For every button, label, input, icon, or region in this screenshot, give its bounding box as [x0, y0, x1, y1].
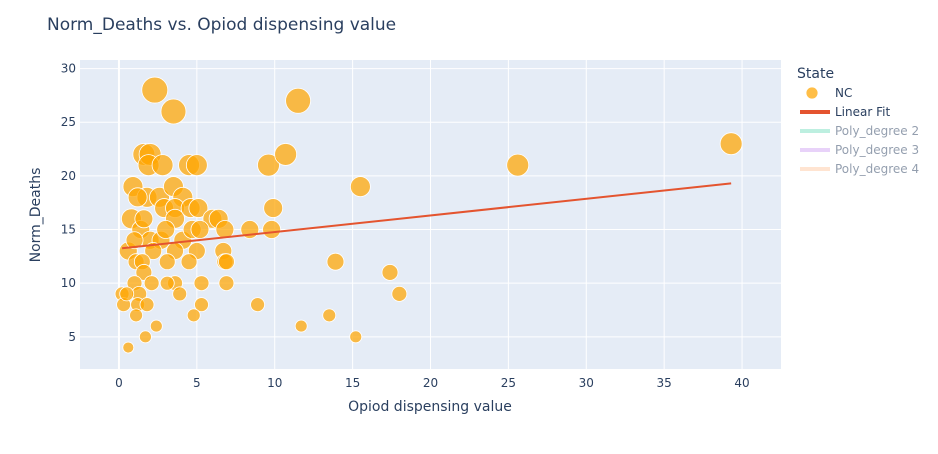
data-point[interactable] — [188, 198, 209, 218]
y-tick-label: 20 — [61, 169, 76, 183]
data-point[interactable] — [151, 154, 174, 177]
x-tick-label: 35 — [657, 376, 672, 390]
data-point[interactable] — [285, 87, 311, 114]
data-point[interactable] — [180, 253, 198, 271]
data-point[interactable] — [149, 319, 163, 333]
legend-label: Poly_degree 4 — [835, 162, 919, 176]
grid-lines — [80, 60, 781, 369]
x-tick-label: 15 — [345, 376, 360, 390]
x-tick-label: 0 — [115, 376, 123, 390]
data-point[interactable] — [190, 220, 210, 239]
data-point[interactable] — [185, 154, 208, 177]
y-axis-label: Norm_Deaths — [28, 168, 44, 263]
data-point[interactable] — [143, 275, 160, 292]
legend[interactable]: State NC Linear Fit Poly_degree 2 Poly_degr… — [797, 66, 919, 176]
legend-label: NC — [835, 86, 852, 100]
y-tick-label: 15 — [61, 223, 76, 237]
data-point[interactable] — [141, 76, 169, 104]
x-axis-label: Opiod dispensing value — [348, 399, 512, 415]
data-point[interactable] — [349, 176, 371, 198]
legend-label: Poly_degree 3 — [835, 143, 919, 157]
data-point[interactable] — [156, 220, 176, 239]
data-point[interactable] — [294, 319, 308, 333]
data-point[interactable] — [262, 220, 282, 239]
data-point[interactable] — [139, 330, 152, 344]
x-tick-label: 20 — [423, 376, 438, 390]
x-tick-label: 30 — [579, 376, 594, 390]
data-point[interactable] — [263, 198, 284, 218]
chart-title: Norm_Deaths vs. Opiod dispensing value — [47, 15, 396, 35]
y-tick-label: 5 — [68, 330, 76, 344]
x-tick-label: 40 — [734, 376, 749, 390]
data-point[interactable] — [391, 285, 408, 302]
data-point[interactable] — [381, 264, 399, 281]
y-tick-label: 10 — [61, 276, 76, 290]
legend-title: State — [797, 66, 834, 82]
legend-item[interactable]: Linear Fit — [800, 105, 890, 119]
legend-item[interactable]: Poly_degree 4 — [800, 162, 919, 176]
data-point[interactable] — [186, 308, 201, 323]
data-point[interactable] — [129, 308, 143, 323]
data-point[interactable] — [215, 220, 235, 239]
tick-labels: 0 5 10 15 20 25 30 35 40 5 10 15 20 25 30 — [61, 62, 750, 390]
data-point[interactable] — [719, 132, 743, 156]
data-point[interactable] — [349, 330, 363, 344]
data-point[interactable] — [274, 143, 298, 166]
y-tick-label: 30 — [61, 62, 76, 76]
data-point[interactable] — [158, 253, 176, 271]
legend-item[interactable]: Poly_degree 2 — [800, 124, 919, 138]
legend-label: Linear Fit — [835, 105, 890, 119]
data-point[interactable] — [160, 98, 187, 125]
data-point[interactable] — [250, 297, 265, 313]
data-point[interactable] — [322, 308, 337, 323]
legend-item[interactable]: Poly_degree 3 — [800, 143, 919, 157]
data-point[interactable] — [218, 253, 235, 271]
legend-marker-icon — [805, 86, 819, 100]
y-tick-label: 25 — [61, 115, 76, 129]
data-point[interactable] — [257, 153, 280, 177]
linear-fit-line — [121, 182, 732, 250]
x-tick-label: 5 — [193, 376, 201, 390]
legend-item[interactable]: NC — [805, 86, 852, 100]
x-tick-label: 25 — [501, 376, 516, 390]
data-point[interactable] — [144, 242, 163, 260]
data-point[interactable] — [125, 231, 144, 250]
data-point[interactable] — [122, 341, 135, 354]
data-point[interactable] — [127, 187, 148, 208]
data-point[interactable] — [139, 297, 155, 313]
data-point[interactable] — [159, 275, 175, 291]
data-point[interactable] — [506, 153, 530, 177]
data-point[interactable] — [119, 286, 135, 302]
data-point[interactable] — [218, 275, 235, 292]
scatter-points[interactable] — [114, 76, 743, 354]
data-point[interactable] — [326, 252, 345, 271]
data-point[interactable] — [134, 209, 154, 229]
legend-label: Poly_degree 2 — [835, 124, 919, 138]
data-point[interactable] — [193, 275, 210, 292]
data-point[interactable] — [194, 297, 209, 313]
x-tick-label: 10 — [267, 376, 282, 390]
linear-fit-layer — [121, 182, 732, 250]
data-point[interactable] — [172, 286, 188, 302]
